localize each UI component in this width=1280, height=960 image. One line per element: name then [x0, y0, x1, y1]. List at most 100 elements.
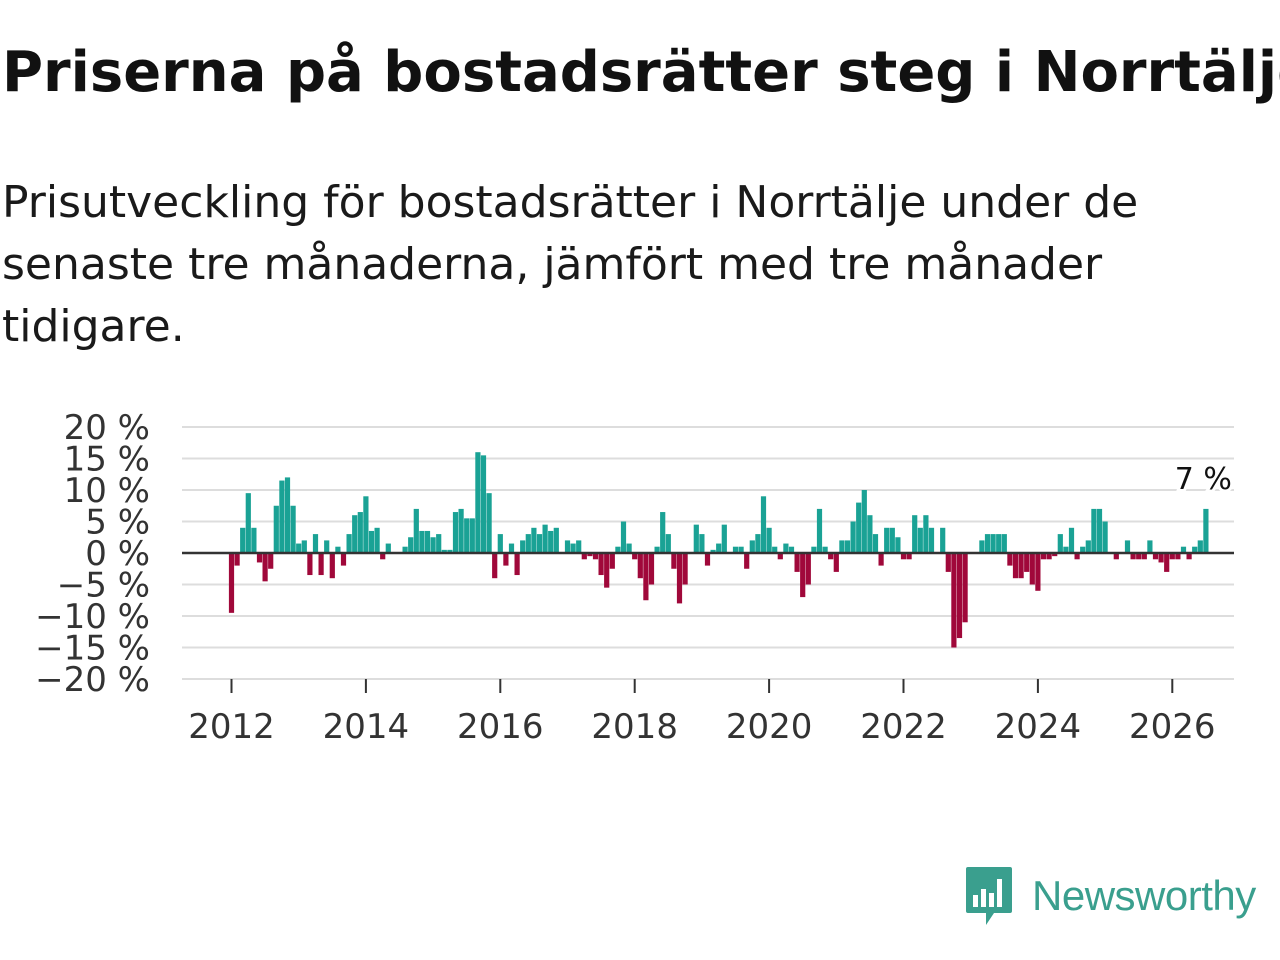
bar [906, 553, 912, 560]
bar [228, 553, 235, 613]
bar [413, 508, 419, 553]
bar [1152, 553, 1159, 560]
bar [1063, 546, 1069, 553]
bar [951, 553, 957, 648]
bar [424, 530, 431, 553]
bar [861, 490, 867, 553]
y-tick-label: 10 % [64, 471, 150, 511]
bar [1180, 546, 1187, 553]
bar [979, 540, 985, 553]
bar [626, 543, 632, 553]
bar [531, 527, 537, 553]
bar [475, 452, 481, 553]
bar [380, 553, 386, 560]
bar [340, 553, 347, 566]
bar [357, 512, 363, 553]
bar [324, 540, 330, 553]
bar [245, 493, 251, 553]
bar [329, 553, 335, 579]
bar [441, 549, 447, 553]
bar [301, 540, 307, 553]
bar [256, 553, 263, 563]
bar [598, 553, 604, 576]
bar [251, 527, 257, 553]
bar [900, 553, 907, 560]
bar [984, 534, 991, 553]
bar [1158, 553, 1164, 563]
newsworthy-logo: Newsworthy [964, 864, 1256, 928]
bar [1186, 553, 1192, 560]
bar [576, 540, 582, 553]
bar [335, 546, 341, 553]
bar [1012, 553, 1019, 579]
bar [1052, 553, 1058, 557]
x-tick-label: 2022 [860, 707, 947, 747]
bar [536, 534, 543, 553]
bar [374, 527, 380, 553]
bar [1197, 540, 1203, 553]
bar [497, 534, 503, 553]
y-tick-label: −15 % [35, 629, 150, 669]
bar [592, 553, 599, 560]
bar [794, 553, 800, 572]
bar [1141, 553, 1147, 560]
bar [520, 540, 526, 553]
bar [923, 515, 929, 553]
bar [262, 553, 268, 582]
bar [503, 553, 509, 566]
bar [632, 553, 638, 560]
bar [788, 546, 795, 553]
bar [682, 553, 688, 585]
logo-text: Newsworthy [1032, 872, 1256, 919]
bar [615, 546, 621, 553]
bar [637, 553, 643, 579]
bar [447, 549, 453, 553]
bar [1024, 553, 1030, 572]
bar [525, 534, 531, 553]
y-tick-label: 15 % [64, 440, 150, 480]
bar [1085, 540, 1091, 553]
bar [1001, 534, 1007, 553]
bar [1175, 553, 1181, 560]
bar [548, 530, 554, 553]
bar [962, 553, 968, 623]
newsworthy-logo-icon [966, 867, 1012, 925]
bar [408, 537, 414, 553]
y-tick-label: 5 % [85, 503, 150, 543]
bar-series [228, 452, 1209, 648]
bar [1035, 553, 1041, 591]
bar [268, 553, 274, 569]
bar [665, 534, 671, 553]
bar [884, 527, 890, 553]
bar [928, 527, 935, 553]
bar [889, 527, 895, 553]
bar [368, 530, 375, 553]
bar [436, 534, 442, 553]
bar [312, 534, 319, 553]
bar [716, 543, 722, 553]
bar [307, 553, 313, 576]
bar [732, 546, 739, 553]
bar [1046, 553, 1052, 560]
x-tick-label: 2014 [323, 707, 410, 747]
bar [878, 553, 884, 566]
bar [352, 515, 358, 553]
bar [318, 553, 324, 576]
bar [620, 521, 627, 553]
bar [1029, 553, 1035, 585]
axes: 20 %15 %10 %5 %0 %−5 %−10 %−15 %−20 % 201… [35, 408, 1235, 747]
bar [844, 540, 851, 553]
bar [1057, 534, 1063, 553]
y-tick-label: 20 % [64, 408, 150, 448]
bar [514, 553, 520, 576]
bar [564, 540, 571, 553]
bar [872, 534, 879, 553]
bar [990, 534, 996, 553]
bar [1102, 521, 1108, 553]
bar [811, 546, 817, 553]
bar [738, 546, 744, 553]
x-tick-label: 2024 [995, 707, 1082, 747]
bar [385, 543, 391, 553]
bar [1068, 527, 1075, 553]
